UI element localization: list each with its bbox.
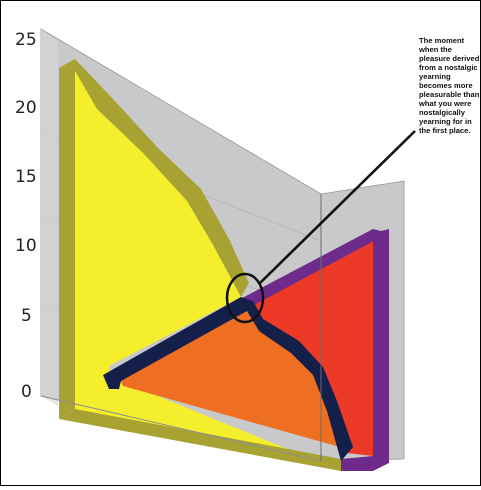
front-panel — [41, 29, 58, 406]
y-tick-label: 5 — [21, 306, 32, 326]
annotation-text: from a nostalgic — [419, 63, 478, 72]
annotation-text: The moment — [419, 36, 465, 45]
annotation-text: pleasure derived — [419, 54, 480, 63]
y-tick-label: 20 — [15, 98, 37, 118]
y-tick-label: 25 — [15, 30, 37, 50]
y-tick-label: 10 — [15, 236, 37, 256]
annotation-text: becomes more — [419, 81, 473, 90]
annotation-text: the first place. — [419, 126, 470, 135]
annotation-text: yearning for in — [419, 117, 472, 126]
annotation-text: nostalgically — [419, 108, 466, 117]
series-red-rim-side — [373, 229, 389, 471]
y-tick-label: 0 — [21, 382, 32, 402]
series-yellow-wall — [59, 59, 75, 419]
y-tick-label: 15 — [15, 167, 37, 187]
annotation-text: what you were — [418, 99, 471, 108]
annotation-text: pleasurable than — [419, 90, 480, 99]
annotation-text: when the — [418, 45, 452, 54]
annotation-text: yearning — [419, 72, 451, 81]
